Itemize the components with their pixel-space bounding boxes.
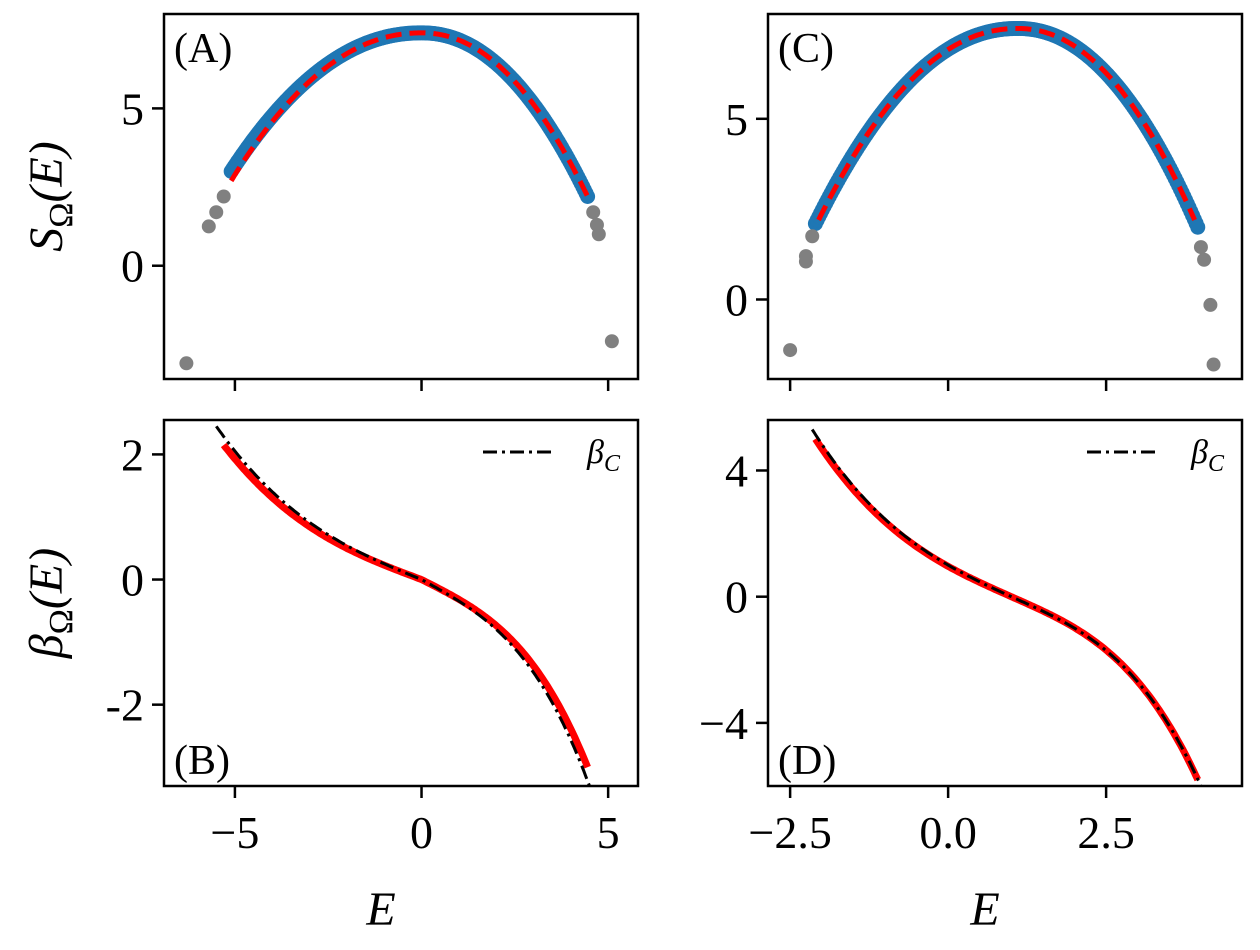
panel-C: 0 5 (C) <box>725 12 1244 391</box>
panel-label: (A) <box>174 26 232 72</box>
x-axis-title: E <box>365 883 395 936</box>
y-tick-label: 5 <box>725 94 748 145</box>
plot-area <box>179 25 619 371</box>
beta-fit-line <box>220 442 591 769</box>
entropy-fit-line <box>229 30 590 198</box>
discarded-point <box>798 249 813 264</box>
plot-area <box>215 425 591 786</box>
panel-B: −5 0 5 -2 0 2 (B) βΩ(E) EβC <box>20 418 640 936</box>
discarded-point <box>1203 297 1218 312</box>
y-tick-label: 0 <box>121 555 144 606</box>
discarded-point <box>783 343 798 358</box>
beta-canonical-line <box>215 425 591 786</box>
axes-frame <box>766 418 1244 788</box>
y-tick-label: 5 <box>121 83 144 134</box>
x-tick-label: −5 <box>210 807 259 858</box>
x-tick-label: 5 <box>597 807 620 858</box>
discarded-point <box>216 189 231 204</box>
discarded-point <box>586 205 601 220</box>
discarded-point <box>209 205 224 220</box>
x-axis-title: E <box>969 883 999 936</box>
y-tick-label: -2 <box>106 680 144 731</box>
y-tick-label: −4 <box>699 698 748 749</box>
panel-D: −2.5 0.0 2.5 −4 0 4 (D) EβC <box>699 418 1244 936</box>
x-tick-label: −2.5 <box>748 807 831 858</box>
discarded-point <box>1193 240 1208 255</box>
panel-label: (D) <box>778 738 836 784</box>
discarded-point <box>604 334 619 349</box>
panel-label: (C) <box>778 26 834 72</box>
entropy-fit-line <box>816 26 1197 222</box>
axes-frame <box>162 12 640 381</box>
y-tick-label: 0 <box>121 241 144 292</box>
discarded-point <box>179 356 194 371</box>
discarded-point <box>1197 252 1212 267</box>
panel-label: (B) <box>174 738 230 784</box>
x-tick-label: 0 <box>410 807 433 858</box>
plot-area <box>810 428 1203 786</box>
beta-fit-line <box>812 436 1201 782</box>
microcanonical-point <box>1190 219 1206 235</box>
discarded-point <box>591 227 606 242</box>
legend-label: βC <box>586 434 621 477</box>
legend-label: βC <box>1190 434 1225 477</box>
axes-frame <box>162 418 640 788</box>
axes-frame <box>766 12 1244 381</box>
beta-canonical-line <box>810 428 1203 786</box>
y-tick-label: 0 <box>725 572 748 623</box>
plot-area <box>783 20 1221 372</box>
y-tick-label: 4 <box>725 445 748 496</box>
x-tick-label: 0.0 <box>919 807 977 858</box>
y-axis-title: SΩ(E) <box>20 141 80 252</box>
panel-A: 0 5 (A) SΩ(E) <box>20 12 640 391</box>
y-axis-title: βΩ(E) <box>20 548 80 659</box>
discarded-point <box>805 229 820 244</box>
discarded-point <box>1206 357 1221 372</box>
y-tick-label: 2 <box>121 429 144 480</box>
y-tick-label: 0 <box>725 274 748 325</box>
discarded-point <box>201 219 216 234</box>
x-tick-label: 2.5 <box>1077 807 1135 858</box>
